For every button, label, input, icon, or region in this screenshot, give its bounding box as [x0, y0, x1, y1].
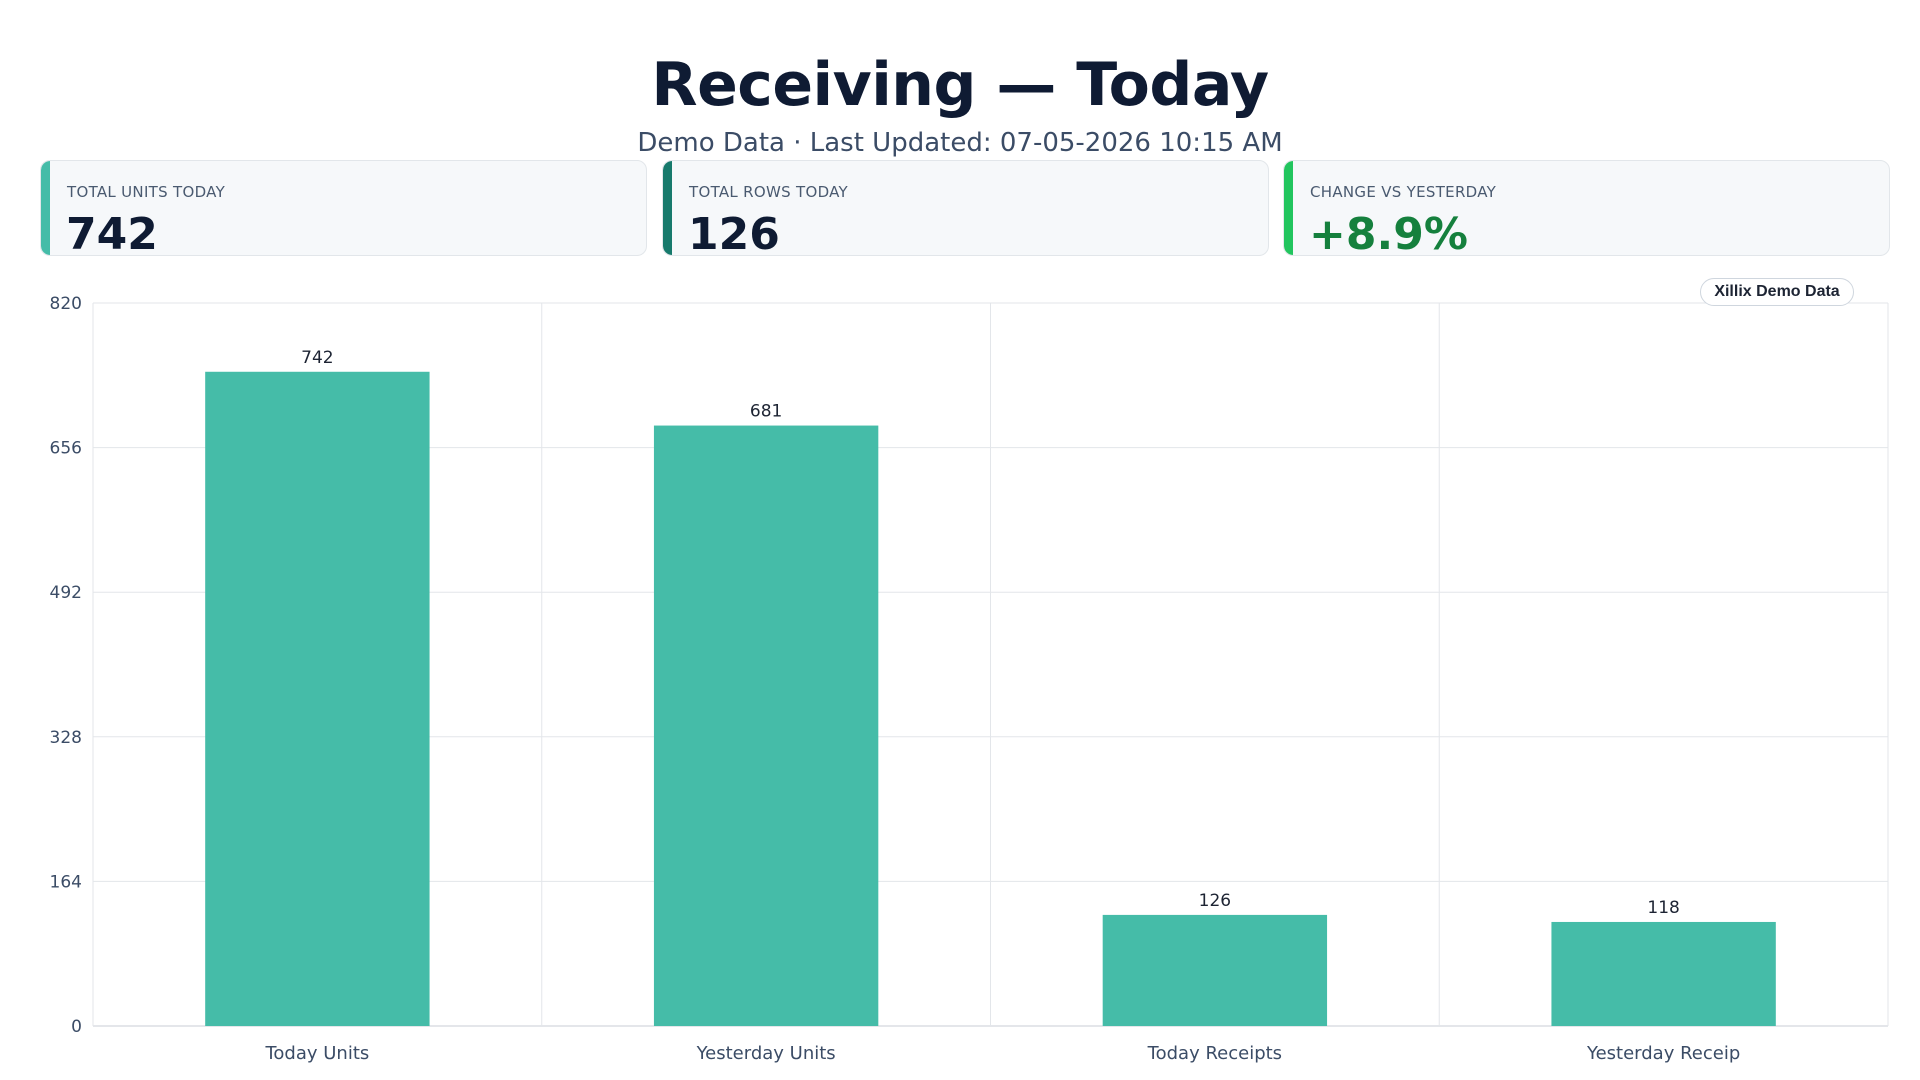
kpi-accent-bar — [663, 161, 672, 255]
kpi-value: +8.9% — [1309, 209, 1468, 256]
bar — [1102, 914, 1328, 1026]
y-tick-label: 820 — [50, 294, 82, 314]
y-tick-label: 656 — [50, 439, 82, 459]
kpi-accent-bar — [1284, 161, 1293, 255]
page-title: Receiving — Today — [651, 50, 1269, 120]
y-tick-label: 328 — [50, 728, 82, 748]
data-label: 742 — [301, 348, 333, 368]
kpi-label: TOTAL ROWS TODAY — [689, 183, 849, 201]
kpi-label: CHANGE VS YESTERDAY — [1310, 183, 1497, 201]
x-category-label: Today Units — [264, 1043, 369, 1064]
data-label: 126 — [1199, 891, 1231, 911]
kpi-card-total-rows: TOTAL ROWS TODAY 126 — [662, 160, 1269, 256]
kpi-value: 742 — [66, 209, 158, 256]
kpi-value: 126 — [688, 209, 780, 256]
kpi-card-change-vs-yesterday: CHANGE VS YESTERDAY +8.9% — [1283, 160, 1890, 256]
y-tick-label: 0 — [71, 1017, 82, 1037]
y-tick-label: 492 — [50, 583, 82, 603]
kpi-label: TOTAL UNITS TODAY — [67, 183, 226, 201]
data-label: 681 — [750, 402, 782, 422]
y-tick-label: 164 — [50, 872, 82, 892]
bar — [1551, 921, 1776, 1026]
data-label: 118 — [1647, 898, 1679, 918]
x-category-label: Yesterday Units — [696, 1043, 836, 1064]
bar — [205, 371, 430, 1026]
kpi-card-total-units: TOTAL UNITS TODAY 742 — [40, 160, 647, 256]
page-subtitle: Demo Data · Last Updated: 07-05-2026 10:… — [637, 128, 1283, 158]
x-category-label: Today Receipts — [1147, 1043, 1282, 1064]
kpi-accent-bar — [41, 161, 50, 255]
bar — [653, 425, 879, 1026]
x-category-label: Yesterday Receip — [1586, 1043, 1740, 1064]
demo-data-badge: Xillix Demo Data — [1700, 278, 1854, 306]
